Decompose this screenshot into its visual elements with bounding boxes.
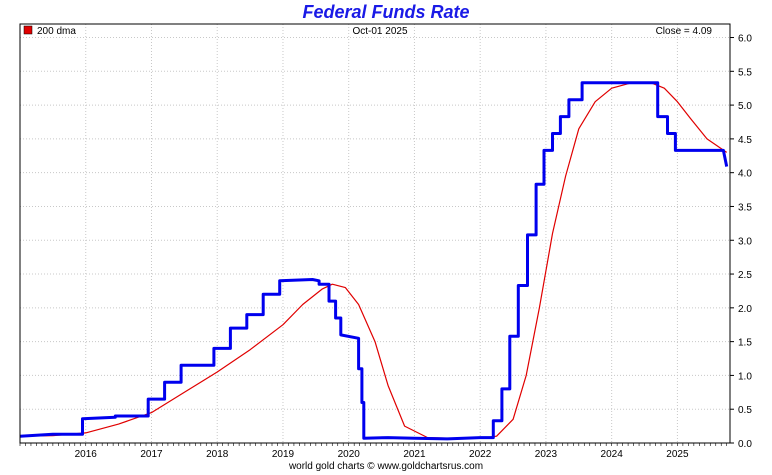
x-tick-label: 2023: [535, 449, 558, 460]
series-line-fed-funds-rate: [19, 81, 729, 441]
x-tick-label: 2016: [75, 449, 98, 460]
x-tick-label: 2025: [666, 449, 689, 460]
y-tick-label: 1.5: [738, 338, 752, 349]
y-tick-label: 3.5: [738, 202, 752, 213]
footer-credit: world gold charts © www.goldchartsrus.co…: [288, 461, 484, 472]
series-line-200-dma: [19, 82, 728, 439]
y-tick-label: 5.0: [738, 101, 752, 112]
y-tick-label: 0.5: [738, 405, 752, 416]
y-tick-label: 5.5: [738, 67, 752, 78]
y-tick-label: 4.0: [738, 169, 752, 180]
x-tick-label: 2018: [206, 449, 229, 460]
legend-swatch-200-dma: [23, 25, 33, 35]
date-label: Oct-01 2025: [352, 26, 407, 37]
x-tick-label: 2019: [272, 449, 295, 460]
close-label: Close = 4.09: [656, 26, 713, 37]
y-tick-label: 2.0: [738, 304, 752, 315]
y-tick-label: 2.5: [738, 270, 752, 281]
x-tick-label: 2021: [403, 449, 426, 460]
y-tick-label: 1.0: [738, 371, 752, 382]
axis-layer: 0.0 0.5 1.0 1.5 2.0 2.5 3.0 3.5 4.0 4.5 5.0 5.5 6.0 2…: [19, 34, 752, 460]
x-tick-label: 2020: [338, 449, 361, 460]
y-tick-label: 4.5: [738, 135, 752, 146]
x-tick-label: 2024: [601, 449, 624, 460]
x-tick-label: 2017: [140, 449, 163, 460]
y-tick-label: 3.0: [738, 236, 752, 247]
chart-title: Federal Funds Rate: [302, 2, 470, 22]
series-layer: [19, 81, 729, 441]
legend-label-200-dma: 200 dma: [37, 26, 76, 37]
grid-layer: [20, 24, 730, 444]
plot-frame: [19, 23, 731, 444]
y-tick-label: 6.0: [738, 34, 752, 45]
y-tick-label: 0.0: [738, 439, 752, 450]
x-tick-label: 2022: [469, 449, 492, 460]
